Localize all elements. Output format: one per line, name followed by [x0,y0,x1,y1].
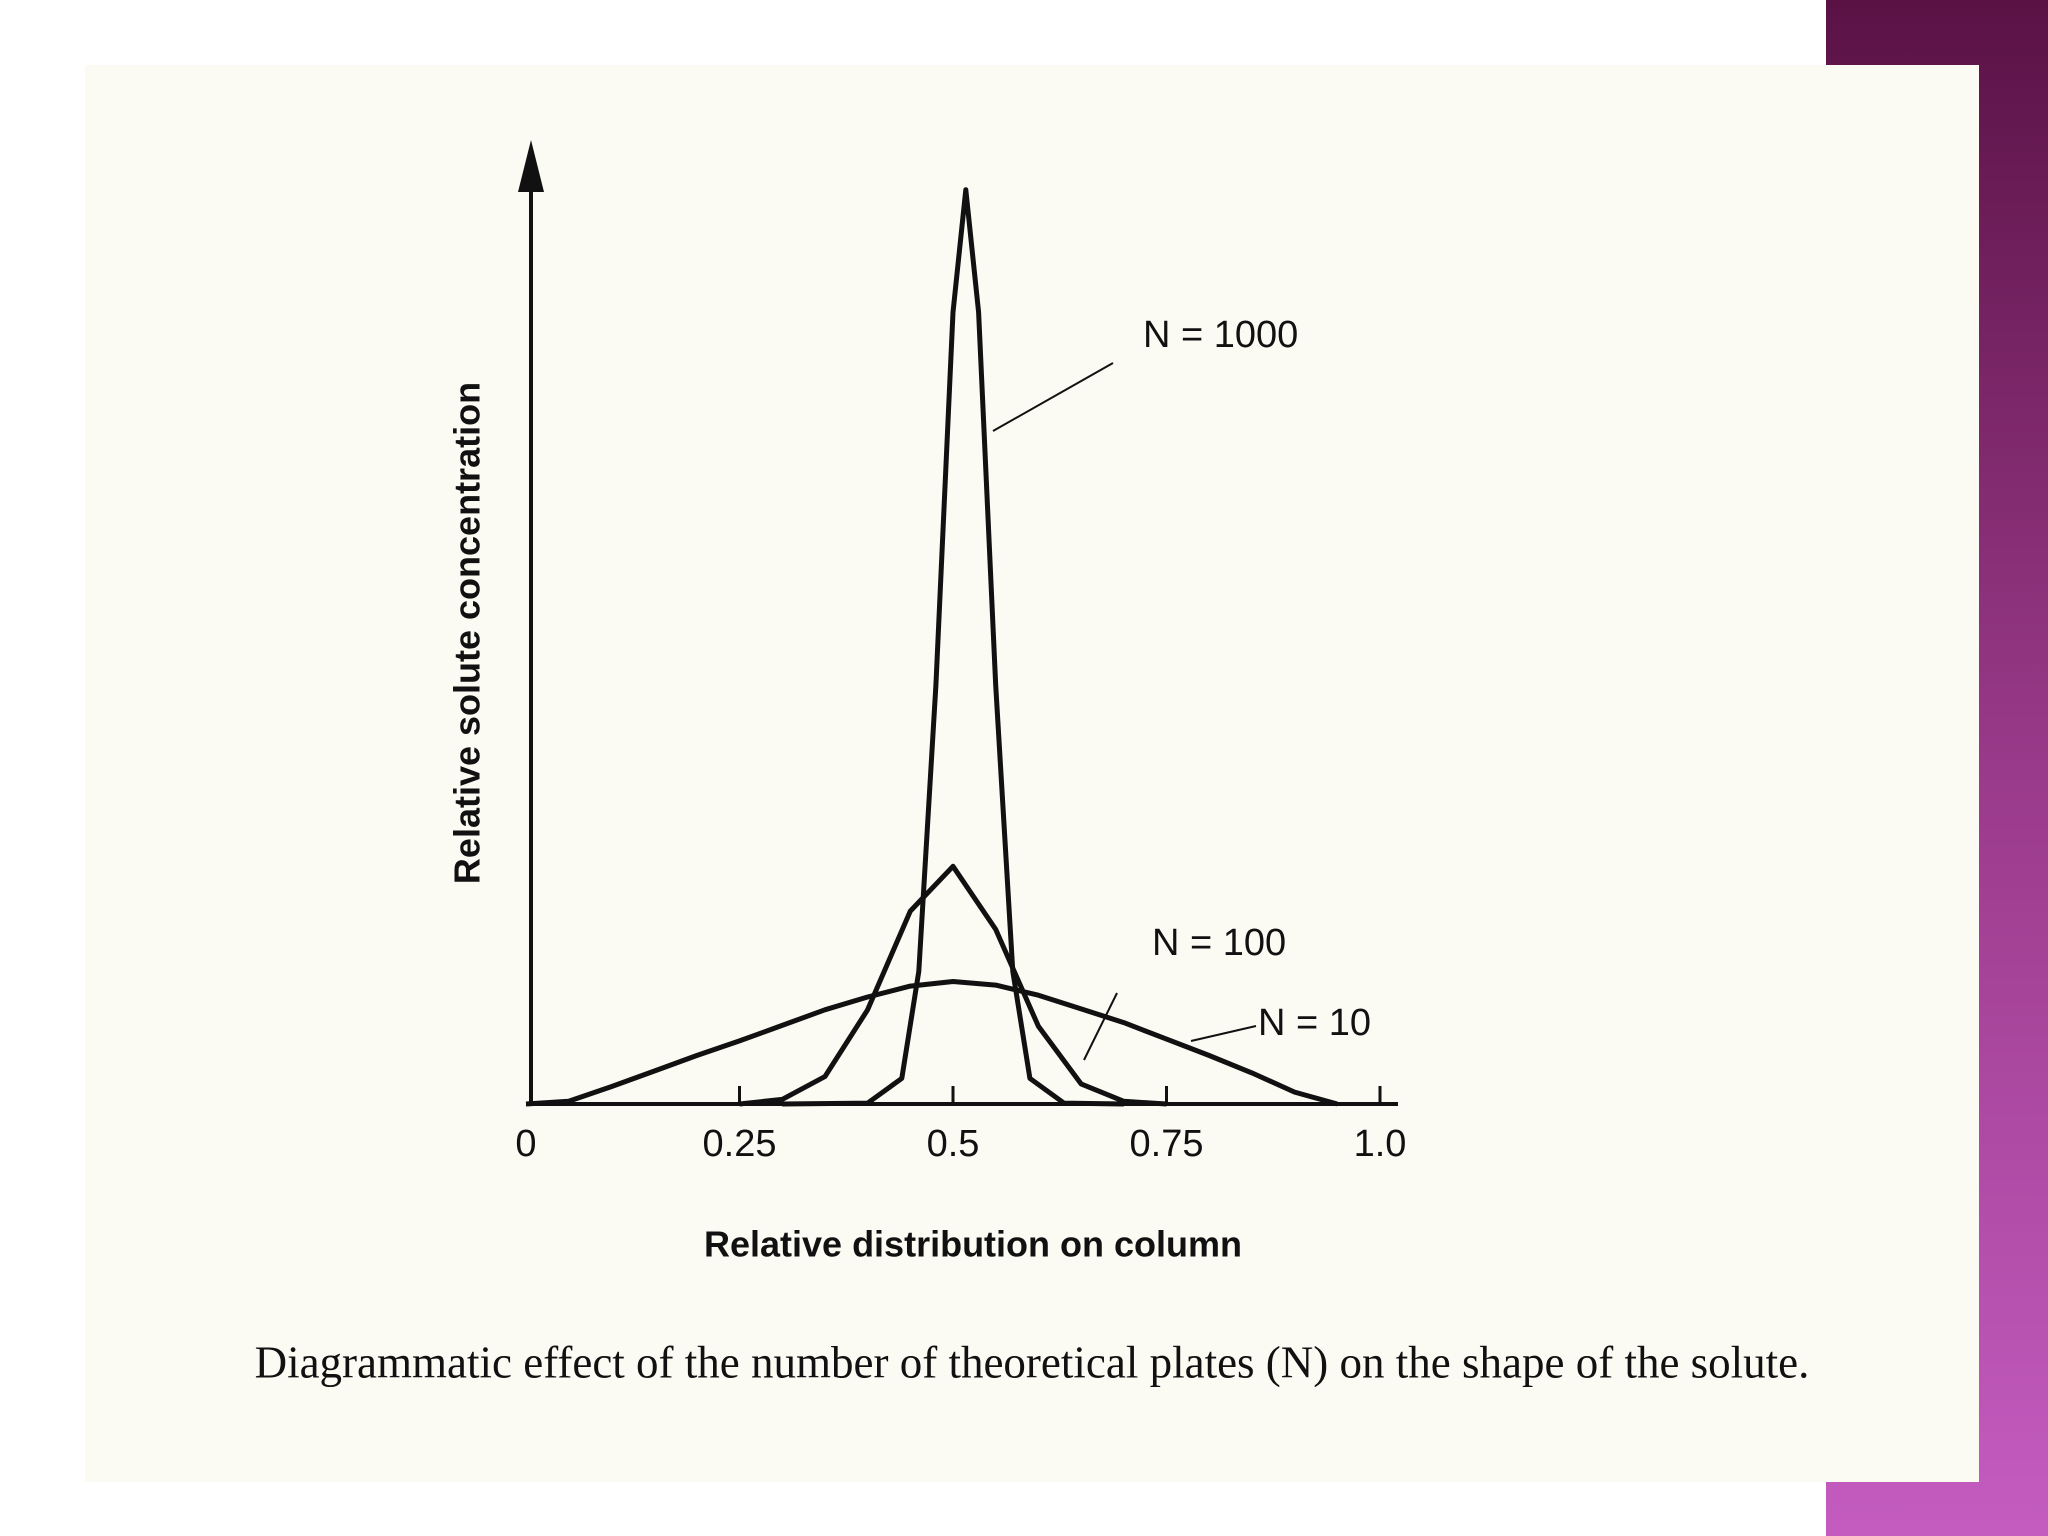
label-leader [1083,992,1118,1061]
label-leader [992,362,1114,432]
y-axis-label: Relative solute concentration [447,382,488,884]
x-axis-label: Relative distribution on column [704,1224,1242,1265]
series-label: N = 10 [1258,1002,1371,1044]
x-tick-label: 0.75 [1130,1123,1204,1165]
series-line [525,979,1338,1107]
series-label: N = 100 [1152,922,1286,964]
plot: 0 0.25 0.5 0.75 1.0 N = 1000 N = 100 N = 10 [515,187,1407,1165]
x-tick-label: 0.25 [703,1123,777,1165]
series-line [739,863,1167,1107]
series-line [782,187,1124,1107]
x-tick-label: 1.0 [1354,1123,1407,1165]
x-tick-label: 0 [515,1123,536,1165]
x-tick-label: 0.5 [927,1123,980,1165]
y-axis-arrow [518,140,544,192]
caption: Diagrammatic effect of the number of the… [255,1337,1810,1387]
paper [85,65,1979,1482]
series-label: N = 1000 [1143,314,1298,356]
label-leader [1190,1025,1257,1042]
